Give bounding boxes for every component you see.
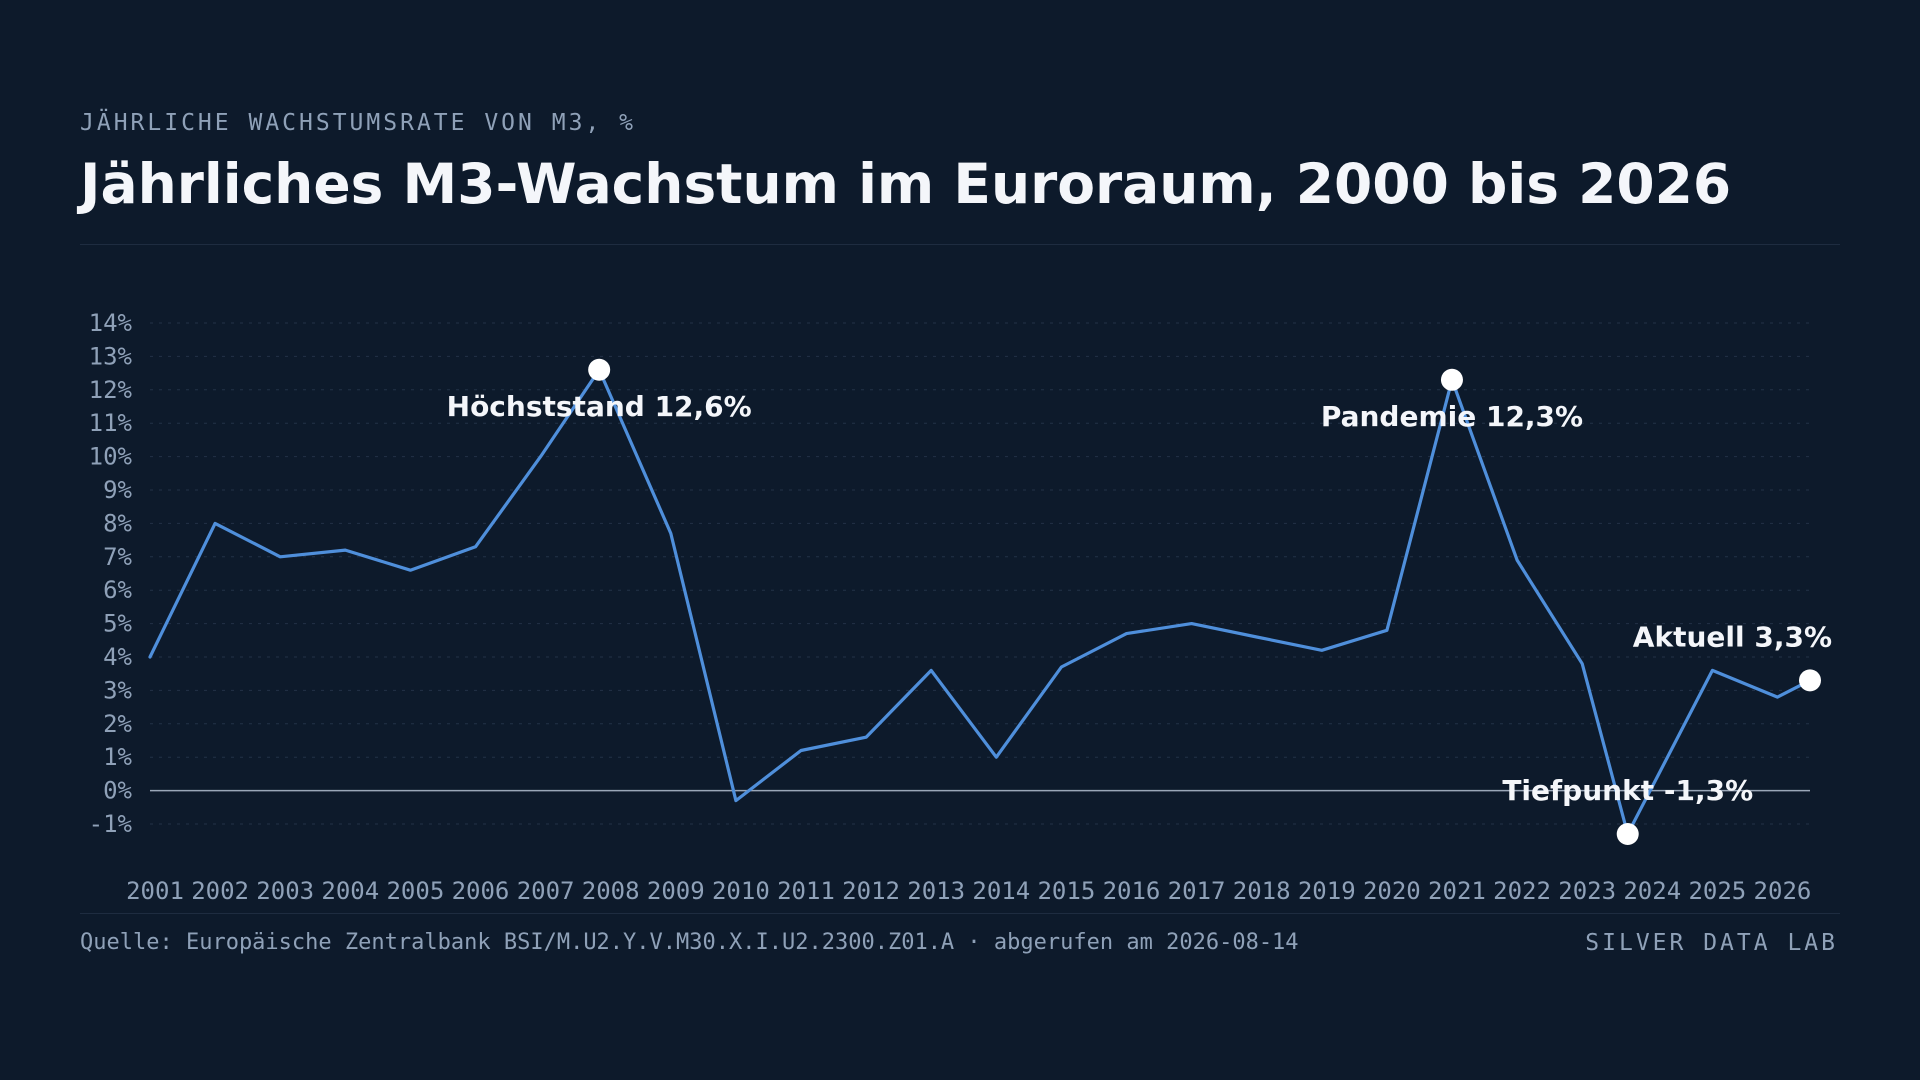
y-tick-label: 11% [89, 409, 133, 437]
annotation-marker [1440, 368, 1463, 391]
x-tick-label: 2019 [1298, 877, 1356, 905]
chart-title: Jährliches M3-Wachstum im Euroraum, 2000… [80, 152, 1732, 216]
series-line [148, 368, 1812, 836]
annotation-label: Pandemie 12,3% [1321, 400, 1583, 433]
annotation-marker [588, 358, 611, 381]
y-tick-label: -1% [89, 810, 133, 838]
x-tick-label: 2001 [126, 877, 184, 905]
y-tick-label: 7% [103, 543, 132, 571]
x-tick-label: 2017 [1168, 877, 1226, 905]
x-tick-label: 2008 [582, 877, 640, 905]
x-tick-label: 2014 [972, 877, 1030, 905]
y-tick-label: 0% [103, 777, 132, 805]
x-tick-label: 2016 [1103, 877, 1161, 905]
source-note: Quelle: Europäische Zentralbank BSI/M.U2… [80, 930, 1299, 955]
x-axis: 2001 2002 2003 2004 2005 2006 2007 2008 2009 2010… [126, 877, 1811, 905]
x-tick-label: 2003 [256, 877, 314, 905]
y-tick-label: 6% [103, 576, 132, 604]
x-tick-label: 2022 [1493, 877, 1551, 905]
y-tick-label: 5% [103, 610, 132, 638]
x-tick-label: 2011 [777, 877, 835, 905]
y-tick-label: 14% [89, 309, 133, 337]
x-tick-label: 2015 [1037, 877, 1095, 905]
x-tick-label: 2021 [1428, 877, 1486, 905]
x-tick-label: 2007 [517, 877, 575, 905]
grid-lines [150, 322, 1810, 825]
x-tick-label: 2026 [1754, 877, 1812, 905]
y-tick-label: 12% [89, 376, 133, 404]
annotation-label: Aktuell 3,3% [1633, 620, 1832, 653]
brand-label: SILVER DATA LAB [1585, 930, 1838, 956]
y-tick-label: 10% [89, 443, 133, 471]
y-tick-label: 2% [103, 710, 132, 738]
series-line-group [148, 368, 1812, 836]
header-divider [80, 244, 1840, 245]
y-tick-label: 3% [103, 676, 132, 704]
annotation-label: Höchststand 12,6% [447, 390, 752, 423]
x-tick-label: 2002 [191, 877, 249, 905]
x-tick-label: 2023 [1558, 877, 1616, 905]
y-tick-label: 1% [103, 743, 132, 771]
x-tick-label: 2005 [386, 877, 444, 905]
x-tick-label: 2010 [712, 877, 770, 905]
x-tick-label: 2024 [1623, 877, 1681, 905]
y-tick-label: 8% [103, 509, 132, 537]
chart-eyebrow: JÄHRLICHE WACHSTUMSRATE VON M3, % [80, 110, 636, 136]
annotation-label: Tiefpunkt -1,3% [1502, 774, 1753, 807]
x-tick-label: 2004 [321, 877, 379, 905]
x-tick-label: 2018 [1233, 877, 1291, 905]
annotation-marker [1799, 669, 1821, 692]
footer-divider [80, 913, 1840, 914]
x-tick-label: 2020 [1363, 877, 1421, 905]
x-tick-label: 2009 [647, 877, 705, 905]
x-tick-label: 2012 [842, 877, 900, 905]
x-tick-label: 2025 [1688, 877, 1746, 905]
y-axis: -1% 0% 1% 2% 3% 4% 5% 6% 7% 8% 9% 10% 11% 12% 13% 14% [89, 309, 133, 838]
y-tick-label: 4% [103, 643, 132, 671]
x-tick-label: 2013 [907, 877, 965, 905]
y-tick-label: 9% [103, 476, 132, 504]
y-tick-label: 13% [89, 342, 133, 370]
annotations: Höchststand 12,6% Pandemie 12,3% Tiefpunkt… [447, 358, 1832, 846]
annotation-marker [1616, 823, 1639, 846]
x-tick-label: 2006 [452, 877, 510, 905]
